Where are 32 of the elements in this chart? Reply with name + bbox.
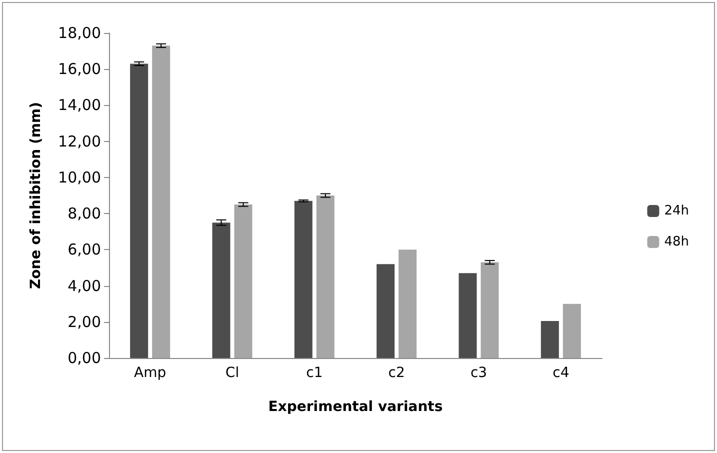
- y-tick-label: 2,00: [68, 312, 101, 331]
- y-axis-title: Zone of inhibition (mm): [28, 102, 44, 289]
- y-tick-label: 12,00: [58, 132, 101, 150]
- bar: [540, 320, 559, 358]
- x-tick-label: Cl: [225, 365, 240, 381]
- bar: [212, 222, 230, 358]
- y-tick-label: 18,00: [58, 24, 101, 42]
- x-tick-label: c1: [306, 365, 323, 381]
- legend-label: 48h: [664, 234, 689, 250]
- y-tick-label: 10,00: [58, 168, 101, 186]
- bar: [152, 46, 170, 358]
- bar: [294, 200, 312, 358]
- y-tick-label: 0,00: [68, 349, 101, 367]
- x-tick-label: Amp: [134, 365, 166, 381]
- x-tick-label: c3: [470, 365, 488, 381]
- x-axis-title: Experimental variants: [268, 399, 443, 415]
- legend-label: 24h: [664, 204, 689, 218]
- bar: [234, 204, 252, 358]
- bar: [480, 262, 499, 358]
- y-tick-label: 6,00: [68, 240, 101, 259]
- bar: [398, 250, 417, 358]
- y-tick-label: 4,00: [68, 276, 101, 295]
- y-tick-label: 8,00: [68, 204, 101, 223]
- bar: [376, 264, 395, 358]
- y-tick-label: 16,00: [58, 60, 101, 78]
- y-tick-label: 14,00: [58, 96, 101, 114]
- x-tick-label: c4: [552, 365, 570, 381]
- bar: [562, 304, 581, 358]
- bar: [458, 273, 477, 358]
- x-tick-label: c2: [388, 365, 405, 381]
- bar: [130, 64, 148, 358]
- bar: [316, 196, 334, 358]
